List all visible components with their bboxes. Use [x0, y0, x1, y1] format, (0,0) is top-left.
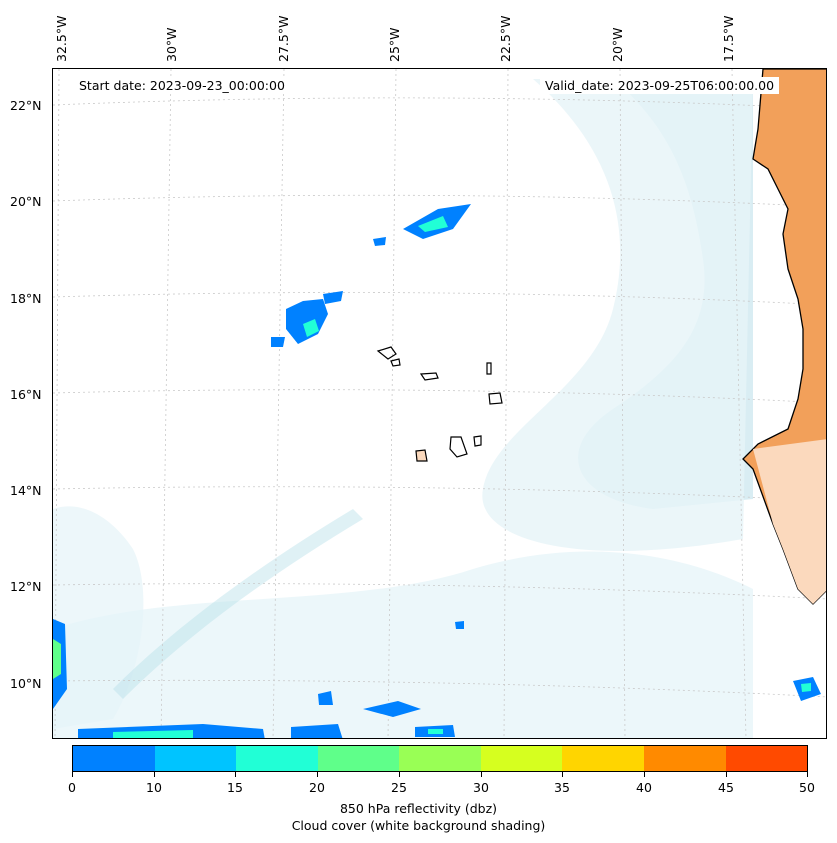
cbar-tick-label-10: 10 — [146, 780, 162, 795]
graticule — [53, 69, 826, 738]
cell-south-1-core — [113, 730, 193, 738]
valid-date-label: Valid_date: 2023-09-25T06:00:00.00 — [540, 77, 780, 94]
cloud-band-south — [53, 551, 753, 738]
colorbar-caption-line1: 850 hPa reflectivity (dbz) — [339, 801, 498, 816]
cbar-seg-7 — [643, 746, 726, 771]
cell-west-core — [303, 319, 319, 337]
cell-west — [286, 299, 328, 344]
cell-sw-edge-core — [53, 639, 61, 679]
lat-label-16n: 16°N — [10, 387, 42, 402]
lat-label-22n: 22°N — [10, 98, 42, 113]
lon-label-30w: 30°W — [164, 27, 179, 62]
lat-label-14n: 14°N — [10, 483, 42, 498]
lon-label-20w: 20°W — [610, 27, 625, 62]
cbar-tick-label-25: 25 — [391, 780, 407, 795]
cbar-tick-label-45: 45 — [718, 780, 734, 795]
cbar-tick-label-30: 30 — [473, 780, 489, 795]
lon-label-32-5w: 32.5°W — [54, 15, 69, 62]
cbar-seg-2 — [236, 746, 318, 771]
lon-label-25w: 25°W — [387, 27, 402, 62]
cbar-tick-4 — [399, 772, 400, 777]
cell-west-tiny — [271, 337, 285, 347]
cbar-seg-0 — [73, 746, 155, 771]
cbar-seg-6 — [562, 746, 644, 771]
map-panel — [52, 68, 827, 739]
lat-label-12n: 12°N — [10, 579, 42, 594]
cbar-tick-8 — [726, 772, 727, 777]
lon-label-27-5w: 27.5°W — [276, 15, 291, 62]
cell-mid-small — [455, 621, 464, 629]
colorbar — [72, 745, 808, 772]
cbar-tick-3 — [317, 772, 318, 777]
cbar-tick-9 — [807, 772, 808, 777]
cbar-seg-3 — [317, 746, 400, 771]
cbar-tick-label-20: 20 — [309, 780, 325, 795]
cell-south-3 — [363, 701, 421, 717]
cbar-tick-1 — [154, 772, 155, 777]
cbar-tick-label-15: 15 — [227, 780, 243, 795]
cbar-tick-label-0: 0 — [68, 780, 76, 795]
africa-land-shading — [753, 439, 826, 604]
cloud-band-east-outer — [482, 79, 753, 551]
lat-label-18n: 18°N — [10, 291, 42, 306]
cape-verde-islands — [376, 346, 503, 462]
reflectivity-cells — [53, 204, 821, 738]
cbar-tick-2 — [235, 772, 236, 777]
cell-west-small — [323, 291, 343, 304]
cbar-seg-1 — [154, 746, 237, 771]
cell-north-core — [418, 216, 448, 232]
map-canvas — [53, 69, 826, 738]
lon-label-17-5w: 17.5°W — [721, 15, 736, 62]
lat-label-10n: 10°N — [10, 676, 42, 691]
cbar-tick-label-35: 35 — [554, 780, 570, 795]
cbar-seg-5 — [480, 746, 563, 771]
cell-south-5 — [318, 691, 333, 705]
colorbar-caption-line2: Cloud cover (white background shading) — [291, 818, 546, 833]
cloud-streak-west — [53, 506, 144, 729]
lon-label-22-5w: 22.5°W — [498, 15, 513, 62]
cloud-cover-layer — [53, 79, 753, 738]
cell-southeast-core — [801, 683, 811, 692]
cbar-tick-label-50: 50 — [799, 780, 815, 795]
cbar-tick-0 — [72, 772, 73, 777]
cbar-tick-7 — [644, 772, 645, 777]
start-date-label: Start date: 2023-09-23_00:00:00 — [74, 77, 290, 94]
cbar-seg-8 — [725, 746, 808, 771]
cbar-tick-6 — [562, 772, 563, 777]
cbar-tick-label-40: 40 — [636, 780, 652, 795]
cbar-seg-4 — [399, 746, 481, 771]
cbar-tick-5 — [481, 772, 482, 777]
cell-north-small — [373, 237, 386, 246]
cell-south-2 — [291, 724, 343, 738]
cloud-streak-diag — [113, 509, 363, 699]
cell-south-4-core — [428, 729, 443, 734]
lat-label-20n: 20°N — [10, 194, 42, 209]
